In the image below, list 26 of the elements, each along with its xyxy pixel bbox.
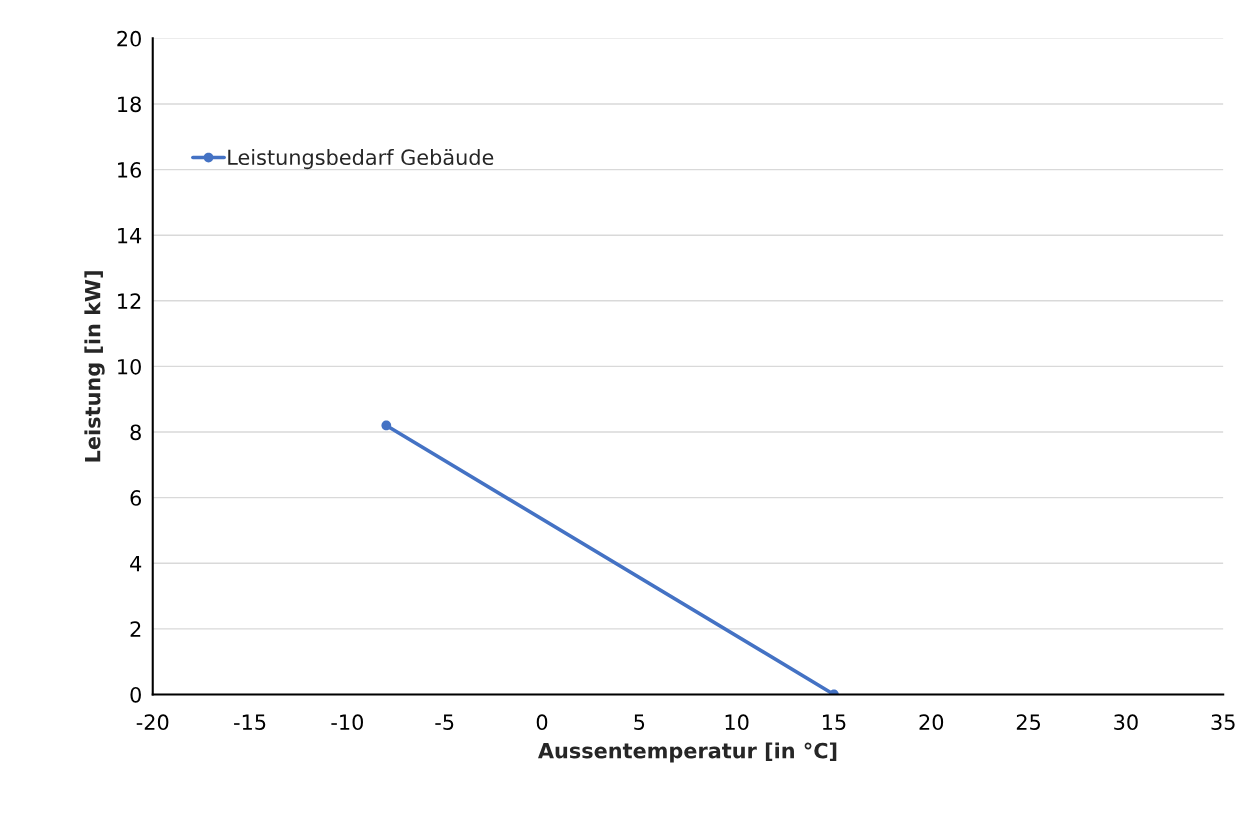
legend-label: Leistungsbedarf Gebäude xyxy=(228,149,494,170)
y-tick-label: 2 xyxy=(130,621,141,637)
x-tick-label: 15 xyxy=(822,714,846,731)
y-tick-label: 20 xyxy=(117,30,141,47)
x-tick-label: 0 xyxy=(536,714,548,731)
y-tick-label: 16 xyxy=(118,162,142,178)
x-tick-label: -5 xyxy=(435,714,454,731)
y-tick-label: 6 xyxy=(130,490,142,506)
x-tick-label: 30 xyxy=(1114,714,1138,731)
y-tick-label: 8 xyxy=(130,424,141,441)
x-tick-label: 20 xyxy=(919,714,944,731)
y-tick-label: 14 xyxy=(118,227,142,244)
x-axis-title: Aussentemperatur [in °C] xyxy=(537,742,837,763)
y-axis-title: Leistung [in kW] xyxy=(84,271,105,462)
x-tick-label: 10 xyxy=(725,714,749,731)
x-tick-label: 25 xyxy=(1016,714,1041,731)
x-tick-label: -10 xyxy=(331,714,363,731)
x-tick-label: 35 xyxy=(1211,714,1235,731)
x-tick-label: -20 xyxy=(136,714,169,731)
y-tick-label: 18 xyxy=(118,96,141,113)
y-tick-label: 12 xyxy=(118,293,141,309)
y-tick-label: 4 xyxy=(130,555,142,572)
y-tick-label: 0 xyxy=(130,686,141,703)
x-tick-label: -15 xyxy=(234,714,266,731)
y-tick-label: 10 xyxy=(118,358,141,375)
x-tick-label: 5 xyxy=(634,714,645,731)
